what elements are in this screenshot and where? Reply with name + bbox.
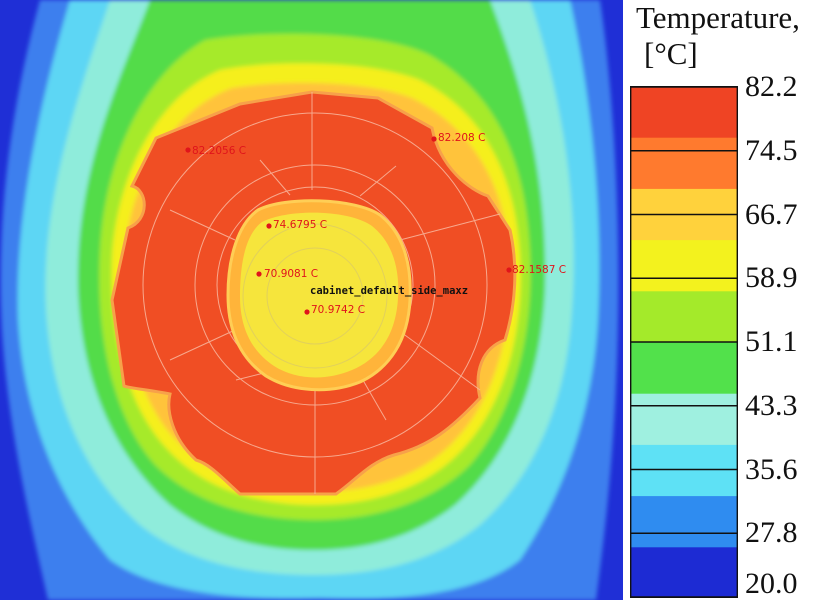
- colorbar-tick-label: 43.3: [745, 388, 798, 422]
- colorbar-tick-label: 20.0: [745, 567, 798, 600]
- colorbar-tick-label: 66.7: [745, 197, 798, 231]
- colorbar-svg: [629, 85, 738, 599]
- colorbar-tick-label: 27.8: [745, 516, 798, 550]
- probe-label-6: 70.9742 C: [311, 304, 365, 316]
- colorbar-band: [630, 290, 738, 343]
- probe-dot-6: [304, 309, 310, 315]
- colorbar-band: [630, 444, 738, 497]
- colorbar-band: [630, 495, 738, 548]
- legend-title: Temperature, [°C]: [636, 0, 836, 72]
- colorbar-tick-label: 58.9: [745, 261, 798, 295]
- colorbar-band: [630, 86, 738, 138]
- colorbar-band: [630, 239, 738, 292]
- probe-label-2: 82.208 C: [438, 132, 485, 144]
- colorbar-band: [630, 137, 738, 189]
- temperature-contour-plot: 82.2056 C 82.208 C 74.6795 C 70.9081 C 8…: [0, 0, 623, 600]
- probe-markers: 82.2056 C 82.208 C 74.6795 C 70.9081 C 8…: [185, 132, 566, 316]
- colorbar: [629, 85, 738, 599]
- probe-dot-5: [506, 267, 512, 273]
- probe-label-3: 74.6795 C: [273, 219, 327, 231]
- colorbar-frame: [629, 85, 738, 599]
- colorbar-band: [630, 342, 738, 394]
- probe-label-4: 70.9081 C: [264, 268, 318, 280]
- colorbar-tick-label: 82.2: [745, 70, 798, 103]
- component-label: cabinet_default_side_maxz: [310, 285, 468, 297]
- ring-gridlines: [142, 92, 501, 494]
- colorbar-tick-label: 74.5: [745, 133, 798, 167]
- contour-svg: 82.2056 C 82.208 C 74.6795 C 70.9081 C 8…: [0, 0, 623, 600]
- colorbar-band: [630, 393, 738, 445]
- legend-title-line1: Temperature,: [636, 0, 800, 35]
- colorbar-band: [630, 546, 738, 599]
- core-region: [226, 199, 412, 392]
- colorbar-tick-label: 35.6: [745, 452, 798, 486]
- colorbar-tick-label: 51.1: [745, 325, 798, 358]
- probe-label-1: 82.2056 C: [192, 145, 246, 157]
- probe-label-5: 82.1587 C: [512, 264, 566, 276]
- probe-dot-2: [431, 136, 437, 142]
- probe-dot-4: [256, 271, 262, 277]
- legend-title-line2: [°C]: [644, 36, 698, 71]
- probe-dot-3: [266, 223, 272, 229]
- probe-dot-1: [185, 147, 191, 153]
